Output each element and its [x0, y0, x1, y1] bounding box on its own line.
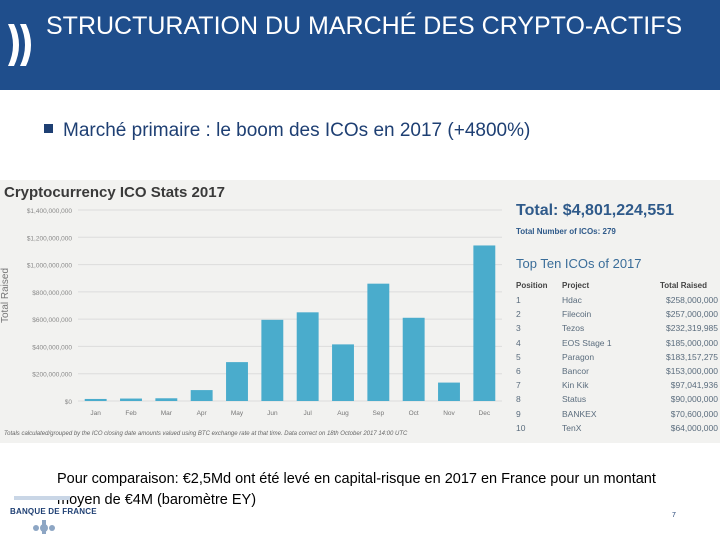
slide-title: STRUCTURATION DU MARCHÉ DES CRYPTO-ACTIF…	[46, 12, 683, 40]
x-tick-label: Feb	[125, 410, 137, 417]
col-header-position: Position	[516, 281, 548, 290]
top10-total-raised: $257,000,000	[666, 309, 718, 320]
bar-feb	[120, 398, 142, 401]
top10-position: 1	[516, 295, 521, 305]
comparison-note: Pour comparaison: €2,5Md ont été levé en…	[57, 471, 656, 508]
bar-may	[226, 362, 248, 401]
top10-total-raised: $70,600,000	[670, 408, 718, 419]
top10-total-raised: $64,000,000	[670, 422, 718, 433]
top10-project: EOS Stage 1	[562, 337, 612, 348]
y-axis-label: Total Raised	[0, 268, 11, 323]
y-tick-label: $400,000,000	[32, 344, 72, 351]
top10-project: Hdac	[562, 295, 582, 305]
bullet-text: Marché primaire : le boom des ICOs en 20…	[63, 120, 531, 141]
top10-total-raised: $232,319,985	[666, 323, 718, 334]
top10-position: 2	[516, 309, 521, 320]
x-tick-label: Aug	[337, 410, 349, 417]
bar-jun	[261, 319, 284, 401]
chart-footnote: Totals calculated/grouped by the ICO clo…	[4, 431, 408, 437]
bar-jul	[296, 312, 319, 401]
top10-total-raised: $97,041,936	[670, 380, 718, 391]
y-tick-label: $1,400,000,000	[27, 208, 73, 215]
top10-project: Tezos	[562, 323, 585, 334]
x-tick-label: Nov	[443, 410, 455, 417]
top10-title: Top Ten ICOs of 2017	[516, 256, 642, 271]
x-tick-label: Sep	[373, 410, 385, 417]
top10-position: 4	[516, 337, 521, 348]
y-tick-label: $0	[65, 399, 73, 406]
double-chevron-icon	[8, 24, 31, 66]
x-tick-label: Jul	[304, 410, 313, 417]
top10-total-raised: $258,000,000	[666, 295, 718, 305]
top10-position: 5	[516, 351, 521, 362]
y-tick-label: $200,000,000	[32, 372, 72, 379]
top10-total-raised: $185,000,000	[666, 337, 718, 348]
top10-total-raised: $153,000,000	[666, 366, 718, 376]
col-header-project: Project	[562, 281, 590, 290]
bar-jan	[84, 398, 107, 401]
x-tick-label: Dec	[479, 410, 491, 417]
y-tick-label: $1,000,000,000	[27, 263, 73, 270]
top10-position: 3	[516, 323, 521, 334]
top10-position: 8	[516, 394, 521, 405]
y-tick-label: $1,200,000,000	[27, 235, 73, 242]
x-tick-label: Jan	[90, 410, 101, 417]
square-bullet-icon	[44, 124, 53, 134]
top10-project: Bancor	[562, 366, 589, 376]
top10-project: Paragon	[562, 351, 595, 362]
bar-apr	[190, 390, 213, 401]
x-tick-label: May	[231, 410, 244, 417]
x-tick-label: Apr	[197, 410, 208, 417]
y-tick-label: $600,000,000	[32, 317, 72, 324]
bar-dec	[473, 245, 496, 401]
x-tick-label: Mar	[161, 410, 173, 417]
total-ico-count: Total Number of ICOs: 279	[516, 227, 616, 236]
bar-nov	[438, 382, 460, 401]
page-number: 7	[672, 512, 676, 519]
top10-total-raised: $90,000,000	[670, 394, 718, 405]
top10-total-raised: $183,157,275	[666, 351, 718, 362]
chart-panel	[0, 180, 720, 443]
banque-de-france-logo	[14, 496, 70, 534]
top10-project: Kin Kik	[562, 380, 589, 391]
bar-aug	[332, 344, 354, 401]
top10-project: Filecoin	[562, 309, 592, 320]
bar-mar	[155, 398, 178, 401]
bar-oct	[402, 317, 425, 401]
slide-header: STRUCTURATION DU MARCHÉ DES CRYPTO-ACTIF…	[0, 0, 720, 90]
bar-sep	[367, 283, 390, 401]
top10-position: 7	[516, 380, 521, 391]
top10-position: 6	[516, 366, 521, 376]
total-raised: Total: $4,801,224,551	[516, 202, 675, 219]
top10-position: 10	[516, 422, 526, 433]
x-tick-label: Oct	[409, 410, 419, 417]
x-tick-label: Jun	[267, 410, 278, 417]
ico-bar-chart: Total Raised $0 $200,000,000 $400,000,000 $6…	[0, 208, 502, 417]
logo-text: BANQUE DE FRANCE	[10, 507, 97, 516]
bullet-point: Marché primaire : le boom des ICOs en 20…	[44, 120, 530, 142]
top10-project: Status	[562, 394, 587, 405]
chart-title: Cryptocurrency ICO Stats 2017	[4, 184, 225, 201]
top10-position: 9	[516, 408, 521, 419]
top10-project: TenX	[562, 422, 582, 433]
col-header-total-raised: Total Raised	[660, 281, 707, 290]
y-tick-label: $800,000,000	[32, 290, 72, 297]
top10-project: BANKEX	[562, 408, 597, 419]
